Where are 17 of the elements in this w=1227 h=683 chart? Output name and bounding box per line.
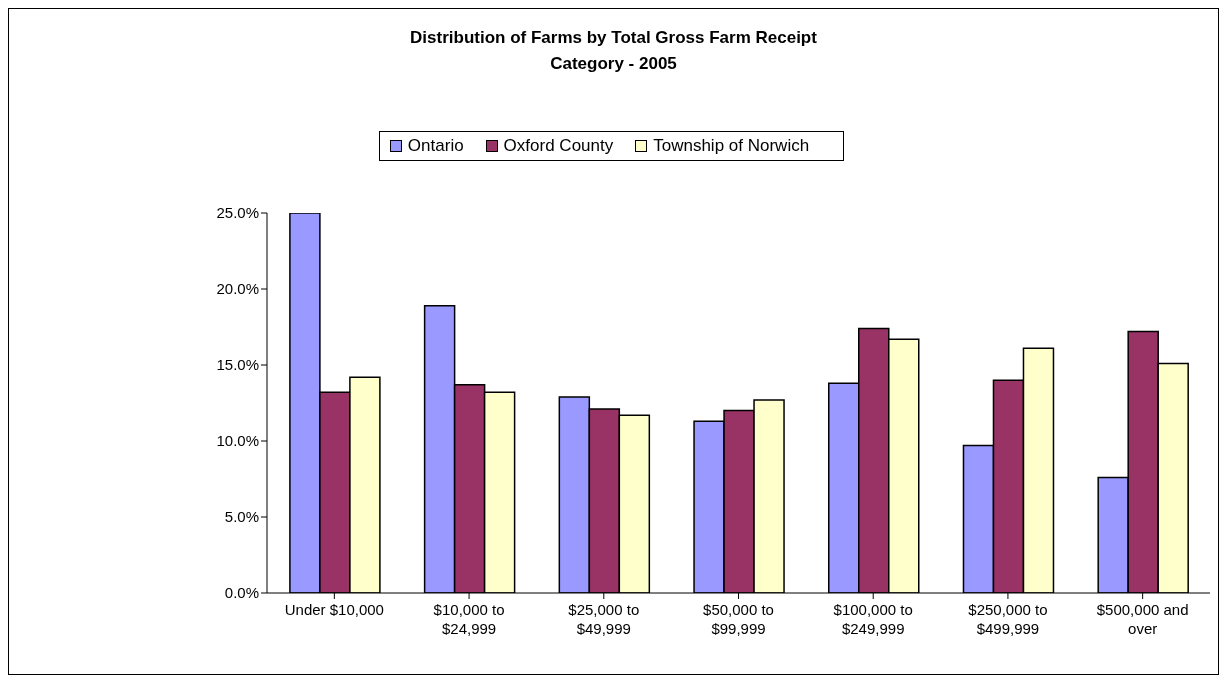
y-tick-label: 15.0%: [216, 356, 259, 374]
x-tick-label: $10,000 to $24,999: [433, 601, 505, 637]
legend-label: Oxford County: [503, 136, 614, 156]
x-tick-label: $250,000 to $499,999: [968, 601, 1048, 637]
y-tick-label: 10.0%: [216, 432, 259, 450]
x-tick-label: $100,000 to $249,999: [833, 601, 913, 637]
y-tick-label: 25.0%: [216, 204, 259, 222]
x-tick-label: Under $10,000: [284, 601, 384, 618]
x-tick-label: $500,000 and over: [1096, 601, 1189, 637]
y-tick-label: 5.0%: [224, 508, 259, 526]
y-tick-label: 20.0%: [216, 280, 259, 298]
chart-title: Distribution of Farms by Total Gross Farm Receipt Category - 2005: [409, 27, 818, 75]
legend-label: Ontario: [407, 136, 464, 156]
y-tick-label: 0.0%: [224, 584, 259, 602]
legend-label: Township of Norwich: [653, 136, 810, 156]
x-tick-label: $50,000 to $99,999: [703, 601, 774, 637]
x-tick-label: $25,000 to $49,999: [568, 601, 640, 637]
